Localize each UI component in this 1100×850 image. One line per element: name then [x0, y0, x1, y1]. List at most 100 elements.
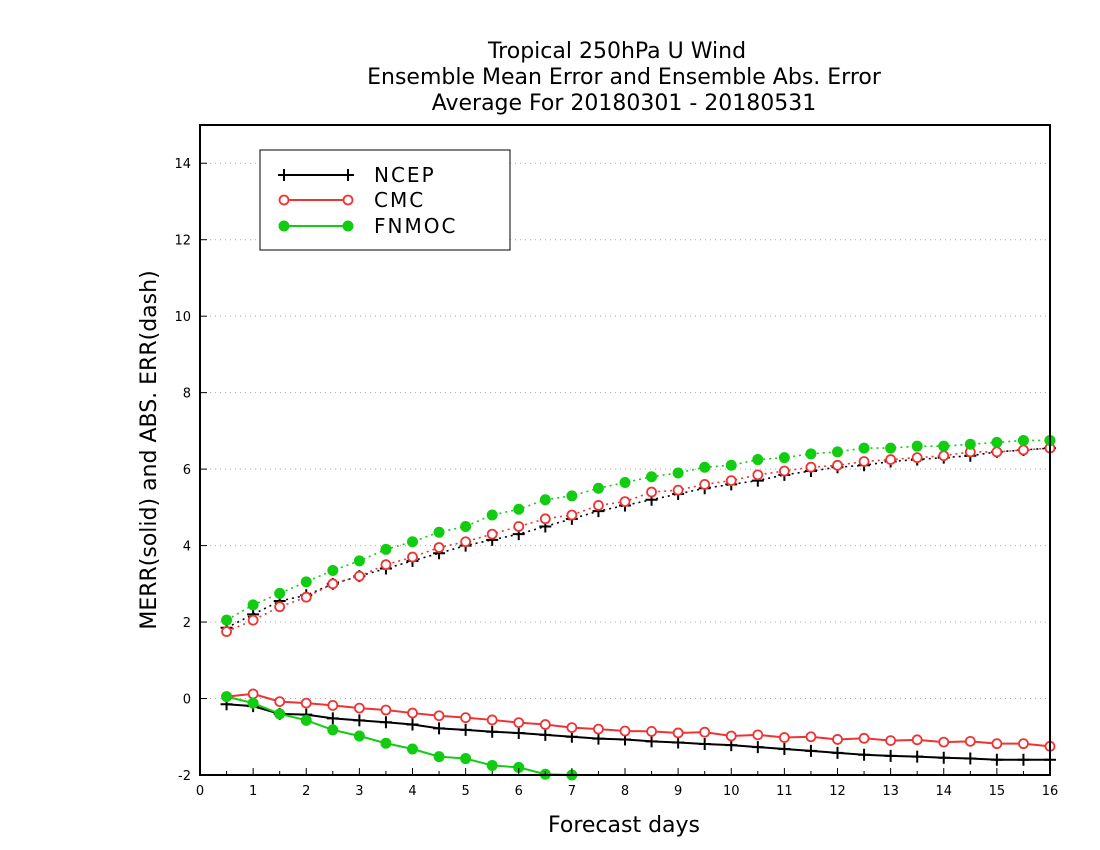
- y-tick-label: 14: [174, 157, 191, 172]
- series-cmc-abs-err-point: [274, 601, 286, 613]
- series-fnmoc-abs-err-point: [247, 599, 259, 611]
- series-cmc-merr-point: [964, 735, 976, 747]
- series-fnmoc-merr-point: [460, 753, 472, 765]
- series-fnmoc-abs-err-point: [672, 467, 684, 479]
- series-fnmoc-abs-err-point: [885, 442, 897, 454]
- series-fnmoc-abs-err-point: [619, 477, 631, 488]
- series-ncep-merr-point: [353, 714, 366, 727]
- series-ncep-merr-point: [645, 735, 658, 748]
- series-fnmoc-abs-err-point: [539, 494, 551, 506]
- series-ncep-merr-point: [937, 751, 950, 764]
- series-fnmoc: [221, 434, 1056, 781]
- series-fnmoc-abs-err-point: [327, 564, 339, 576]
- series-cmc-abs-err-point: [725, 475, 737, 486]
- legend-marker-fnmoc: [342, 220, 354, 232]
- series-fnmoc-abs-err-point: [380, 543, 392, 555]
- x-tick-label: 14: [935, 784, 952, 799]
- series-ncep-merr-point: [433, 722, 446, 735]
- series-cmc-merr-point: [407, 707, 418, 719]
- y-tick-label: 10: [174, 310, 191, 325]
- series-fnmoc-abs-err-point: [832, 446, 843, 458]
- series-cmc-abs-err-point: [752, 469, 764, 481]
- series-fnmoc-abs-err-point: [646, 471, 658, 483]
- series-ncep-merr-point: [964, 752, 977, 765]
- series-cmc-merr-point: [327, 700, 339, 711]
- series-cmc-merr-point: [513, 717, 525, 729]
- legend-marker-ncep: [342, 169, 354, 181]
- series-cmc-abs-err-point: [539, 513, 551, 525]
- legend-marker-ncep: [278, 169, 290, 181]
- series-ncep-merr-point: [990, 753, 1003, 766]
- series-fnmoc-abs-err-point: [300, 576, 312, 588]
- series-ncep-merr-point: [512, 726, 525, 739]
- series-ncep-merr-point: [379, 716, 392, 729]
- series-ncep-merr-point: [406, 718, 419, 731]
- series-cmc-merr-point: [725, 730, 737, 742]
- x-tick-label: 12: [829, 784, 846, 799]
- series-fnmoc-abs-err-point: [407, 536, 418, 548]
- series-cmc-abs-err-point: [353, 570, 365, 582]
- series-cmc-abs-err-point: [885, 454, 897, 465]
- series-fnmoc-abs-err-point: [221, 614, 233, 626]
- chart-title-line-2: Ensemble Mean Error and Ensemble Abs. Er…: [367, 65, 882, 90]
- series-fnmoc-abs-err-point: [699, 461, 711, 473]
- series-cmc-merr-point: [805, 731, 817, 743]
- series-ncep-merr-point: [804, 744, 817, 757]
- series-ncep-merr-point: [539, 728, 552, 741]
- series-cmc-abs-err-point: [513, 521, 525, 532]
- x-tick-label: 7: [568, 784, 576, 799]
- series-cmc-merr-point: [566, 722, 578, 733]
- series-ncep-merr-point: [831, 746, 844, 759]
- series-cmc-abs-err-point: [991, 446, 1003, 458]
- series-cmc-merr-point: [885, 735, 897, 746]
- series-ncep-merr-point: [911, 750, 924, 763]
- series-fnmoc-merr-point: [300, 714, 312, 726]
- series-fnmoc-abs-err-point: [752, 454, 764, 466]
- series-fnmoc-abs-err-point: [353, 555, 365, 567]
- series-cmc-merr-point: [646, 726, 657, 737]
- series-ncep-merr-point: [1017, 753, 1030, 766]
- chart-title-line-1: Tropical 250hPa U Wind: [487, 39, 746, 64]
- y-tick-label: 12: [174, 234, 191, 249]
- x-tick-label: 16: [1042, 784, 1059, 799]
- series-cmc-abs-err-point: [646, 486, 657, 498]
- series-fnmoc-merr-point: [407, 743, 418, 755]
- y-axis-label: MERR(solid) and ABS. ERR(dash): [137, 270, 162, 629]
- series-cmc-abs-err-point: [805, 461, 817, 473]
- series-ncep-merr-point: [778, 743, 791, 755]
- legend-label-fnmoc: FNMOC: [374, 214, 457, 238]
- series-cmc-merr-point: [539, 719, 551, 730]
- series-ncep-merr-point: [858, 748, 871, 761]
- series-cmc-merr-point: [247, 688, 259, 700]
- series-fnmoc-abs-err-point: [858, 442, 870, 454]
- x-tick-label: 0: [196, 784, 204, 799]
- y-tick-label: 4: [183, 540, 191, 555]
- series-cmc-abs-err-point: [593, 500, 604, 511]
- legend-items: [278, 169, 354, 232]
- series-cmc-abs-err-point: [832, 459, 843, 471]
- y-tick-label: 8: [183, 387, 191, 402]
- legend-marker-fnmoc: [278, 220, 290, 232]
- x-tick-label: 5: [461, 784, 469, 799]
- series-fnmoc-abs-err-line: [226, 439, 1050, 621]
- series-cmc-abs-err-point: [1018, 444, 1029, 456]
- series-cmc-abs-err-point: [380, 559, 392, 571]
- series-cmc-abs-err-point: [911, 452, 923, 464]
- x-tick-label: 2: [302, 784, 310, 799]
- x-tick-label: 8: [621, 784, 629, 799]
- x-tick-label: 1: [249, 784, 257, 799]
- series-fnmoc-abs-err-point: [725, 459, 737, 471]
- x-tick-label: 15: [989, 784, 1006, 799]
- series-cmc-abs-err-point: [778, 465, 790, 477]
- series-cmc-merr-point: [619, 725, 631, 737]
- series-fnmoc-abs-err-point: [991, 436, 1003, 448]
- x-tick-label: 4: [408, 784, 416, 799]
- series-cmc-merr-point: [858, 732, 870, 744]
- y-axis: -2 0 2 4 6 8 10 12 14: [174, 157, 207, 784]
- series-ncep-merr-point: [884, 749, 897, 762]
- x-tick-label: 9: [674, 784, 682, 799]
- legend: NCEP CMC FNMOC: [259, 149, 511, 251]
- series-fnmoc-abs-err-point: [964, 438, 976, 450]
- series-ncep-abs-err-line: [226, 447, 1051, 629]
